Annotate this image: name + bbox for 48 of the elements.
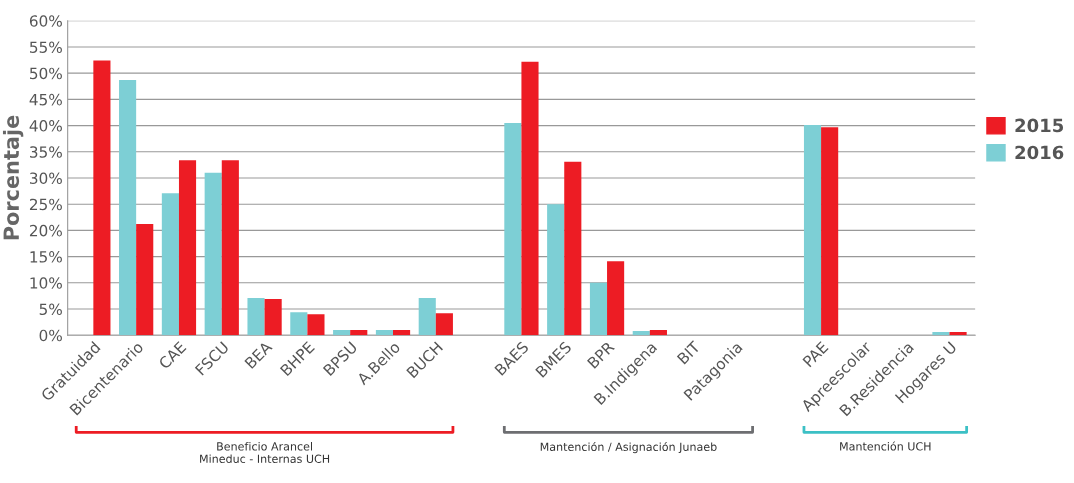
bar — [418, 297, 436, 336]
bar — [649, 329, 667, 336]
bar — [504, 122, 522, 336]
bar — [547, 204, 565, 336]
bar — [821, 127, 839, 336]
bar — [178, 160, 197, 336]
text: Beneficio Arancel Mineduc - Internas UCH — [200, 441, 330, 463]
y-tick-label: 45% — [29, 93, 62, 106]
y-tick-label: 35% — [30, 146, 62, 158]
legend-label: 2016 — [1015, 145, 1064, 160]
y-tick-label: 0% — [39, 329, 62, 342]
y-tick-label: 15% — [30, 251, 62, 263]
y-tick-label: 10% — [30, 277, 62, 289]
bar — [350, 329, 368, 336]
bar — [204, 172, 222, 336]
y-tick-label: 40% — [29, 120, 62, 132]
bar — [221, 160, 239, 336]
bar — [247, 297, 265, 336]
y-tick-label: 30% — [30, 172, 62, 185]
bar — [393, 329, 411, 336]
text: Mantención UCH — [840, 441, 931, 451]
bar — [607, 261, 625, 336]
bar — [949, 332, 967, 336]
bar — [564, 161, 582, 336]
bar — [803, 125, 822, 336]
bar — [375, 329, 393, 336]
bar — [290, 312, 308, 336]
bar — [161, 193, 179, 336]
bar — [435, 313, 453, 336]
y-tick-label: 60% — [29, 15, 62, 27]
bar — [589, 282, 608, 336]
text: Mantención / Asignación Junaeb — [540, 441, 717, 454]
bar — [333, 329, 351, 336]
legend-label: 2015 — [1015, 118, 1064, 133]
y-tick-label: 5% — [39, 303, 62, 316]
y-tick-label: 55% — [30, 41, 62, 53]
bar — [521, 61, 539, 336]
bar — [307, 314, 325, 336]
bar — [932, 332, 950, 336]
bar — [136, 224, 154, 336]
y-tick-label: 25% — [29, 198, 62, 211]
y-tick-label: 50% — [30, 67, 62, 80]
y-tick-label: 20% — [29, 224, 62, 237]
y-axis-title: Porcentaje — [2, 115, 24, 240]
bar — [119, 79, 137, 336]
bar — [264, 299, 282, 336]
bar — [632, 331, 650, 336]
bar — [93, 60, 111, 336]
